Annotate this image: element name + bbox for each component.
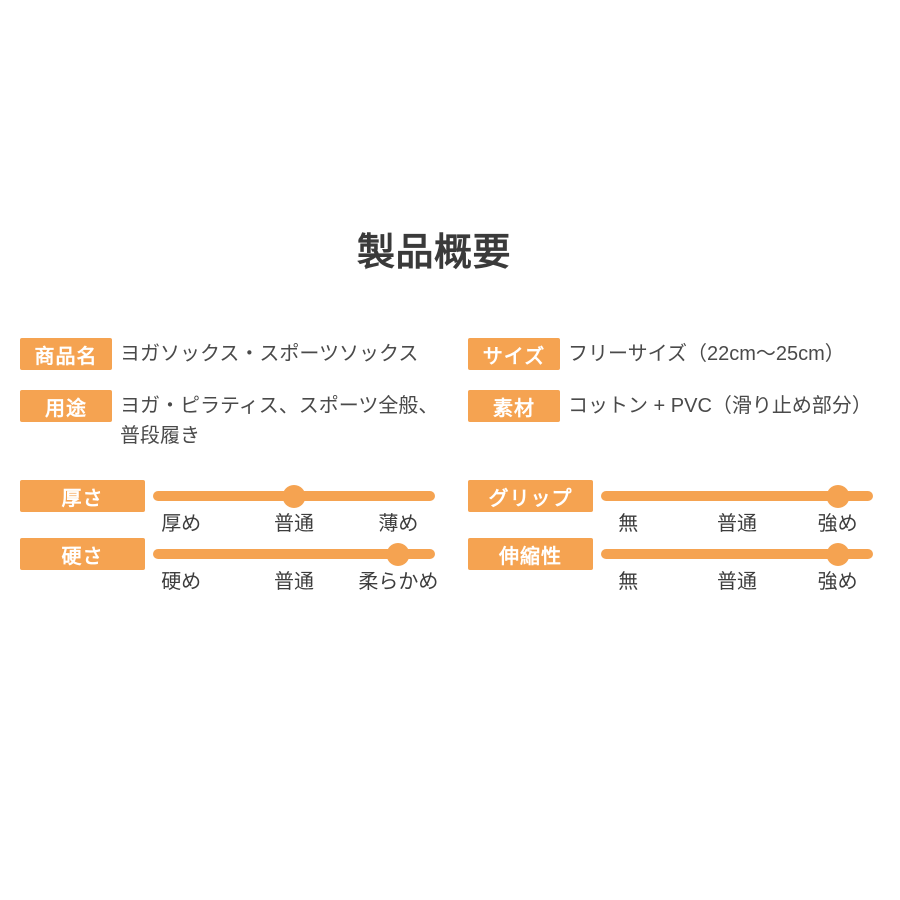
stretch-tick-none: 無 <box>618 571 639 593</box>
grip-label-badge: グリップ <box>468 480 593 512</box>
hardness-slider-dot <box>386 543 410 566</box>
usage-value: ヨガ・ピラティス、スポーツ全般、 普段履き <box>120 391 439 451</box>
hardness-tick-hard: 硬め <box>161 571 202 593</box>
thickness-slider: 厚め 普通 薄め <box>153 480 435 538</box>
product-name-label-badge: 商品名 <box>20 338 112 370</box>
stretch-tick-normal: 普通 <box>717 571 757 593</box>
thickness-tick-thick: 厚め <box>161 513 202 535</box>
usage-value-line-1: ヨガ・ピラティス、スポーツ全般、 <box>120 395 439 417</box>
hardness-slider-track <box>153 549 435 559</box>
stretch-slider-track <box>601 549 873 559</box>
thickness-slider-dot <box>282 485 306 508</box>
hardness-slider: 硬め 普通 柔らかめ <box>153 538 439 596</box>
stretch-tick-strong: 強め <box>817 571 858 593</box>
material-label-badge: 素材 <box>468 390 560 422</box>
hardness-tick-soft: 柔らかめ <box>358 571 439 593</box>
grip-tick-strong: 強め <box>817 513 858 535</box>
thickness-label-badge: 厚さ <box>20 480 145 512</box>
thickness-tick-normal: 普通 <box>274 513 314 535</box>
grip-tick-normal: 普通 <box>717 513 757 535</box>
stretch-label-badge: 伸縮性 <box>468 538 593 570</box>
size-label-badge: サイズ <box>468 338 560 370</box>
material-value: コットン + PVC（滑り止め部分） <box>568 395 872 417</box>
usage-label-badge: 用途 <box>20 390 112 422</box>
left-column: 商品名 ヨガソックス・スポーツソックス 用途 ヨガ・ピラティス、スポーツ全般、 … <box>20 338 439 603</box>
size-value: フリーサイズ（22cm〜25cm） <box>568 343 845 365</box>
hardness-tick-normal: 普通 <box>274 571 314 593</box>
grip-tick-none: 無 <box>618 513 639 535</box>
grip-slider: 無 普通 強め <box>601 480 873 538</box>
right-column: サイズ フリーサイズ（22cm〜25cm） 素材 コットン + PVC（滑り止め… <box>468 338 873 603</box>
product-name-value: ヨガソックス・スポーツソックス <box>120 343 419 365</box>
hardness-label-badge: 硬さ <box>20 538 145 570</box>
thickness-tick-thin: 薄め <box>378 513 419 535</box>
grip-slider-dot <box>826 485 850 508</box>
page-title: 製品概要 <box>356 232 511 274</box>
usage-value-line-2: 普段履き <box>120 425 200 447</box>
stretch-slider-dot <box>826 543 850 566</box>
stretch-slider: 無 普通 強め <box>601 538 873 596</box>
grip-slider-track <box>601 491 873 501</box>
